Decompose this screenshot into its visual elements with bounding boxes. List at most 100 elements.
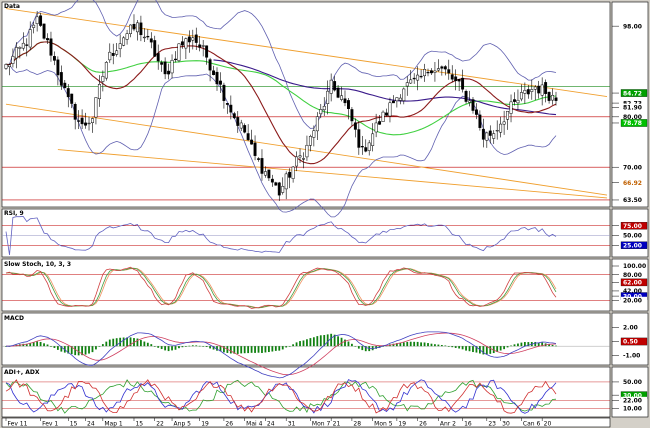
candle-body (537, 85, 541, 94)
adx-ytick-2-bg (621, 396, 647, 405)
candle-body (21, 42, 25, 49)
candle-body (42, 23, 46, 39)
macd-histogram-bar (160, 346, 163, 350)
candle-body (63, 82, 67, 89)
macd-plot (2, 331, 610, 379)
macd-ytick-2-bg (621, 351, 647, 360)
macd-histogram-bar (361, 346, 364, 351)
price-tag-3-bg (621, 113, 647, 121)
macd-panel[interactable]: MACD (1, 312, 649, 366)
candle-body (219, 80, 222, 85)
candle-body (308, 136, 312, 146)
price-plot (2, 0, 610, 218)
moving-average-maroon-line (5, 41, 557, 165)
candle-body (267, 169, 271, 179)
candle-body (149, 38, 153, 43)
bollinger-lower-line (5, 64, 557, 218)
macd-histogram-bar (281, 346, 284, 350)
candle-body (191, 37, 195, 41)
stoch-d-line (5, 267, 557, 309)
candle-body (246, 133, 250, 141)
macd-histogram-bar (326, 334, 329, 347)
macd-histogram-bar (119, 337, 122, 347)
macd-histogram-bar (236, 346, 239, 354)
x-label-1: Fev 1 (42, 421, 58, 428)
candle-body (295, 156, 299, 167)
macd-histogram-bar (91, 346, 94, 353)
macd-histogram-bar (517, 343, 519, 347)
candle-body (14, 47, 18, 59)
candle-body (46, 38, 49, 41)
macd-histogram-bar (492, 346, 495, 354)
macd-histogram-bar (437, 344, 440, 347)
macd-histogram-bar (53, 346, 56, 348)
macd-histogram-bar (548, 344, 550, 347)
macd-histogram-bar (136, 338, 139, 347)
candle-body (461, 77, 465, 90)
macd-histogram-bar (167, 346, 170, 352)
moving-average-green-line (5, 41, 557, 136)
adx-ytick-3: 10.00 (623, 406, 642, 413)
adx-ytick-2: 22.00 (623, 398, 642, 405)
candle-body (347, 100, 350, 109)
macd-histogram-bar (254, 346, 256, 353)
macd-histogram-bar (188, 345, 191, 347)
macd-histogram-bar (302, 340, 305, 347)
macd-histogram-bar (489, 346, 492, 354)
macd-histogram-bar (247, 346, 250, 354)
candle-body (229, 104, 233, 113)
macd-histogram-bar (347, 341, 350, 347)
x-label-24: 20 (544, 421, 552, 428)
candle-body (374, 122, 378, 133)
candle-body (481, 128, 485, 140)
stoch-ytick-0: 100.00 (623, 263, 646, 270)
macd-histogram-bar (482, 346, 485, 355)
candle-body (205, 45, 209, 58)
candle-body (378, 121, 382, 125)
candle-body (232, 113, 236, 119)
x-label-0: Fev 11 (8, 421, 28, 428)
macd-histogram-bar (198, 345, 201, 347)
candle-body (436, 68, 440, 71)
macd-histogram-bar (178, 346, 180, 349)
macd-histogram-bar (292, 344, 295, 347)
price-ytick-2-bg (621, 196, 647, 204)
candle-body (474, 109, 478, 115)
adx-green-line (5, 379, 557, 414)
x-label-2: 15 (70, 421, 78, 428)
macd-histogram-bar (371, 346, 374, 351)
macd-histogram-bar (534, 341, 537, 347)
macd-histogram-bar (337, 336, 339, 347)
macd-histogram-bar (261, 346, 263, 353)
macd-histogram-bar (233, 346, 236, 354)
x-label-9: 26 (225, 421, 233, 428)
candle-body (385, 112, 388, 116)
macd-histogram-bar (101, 344, 104, 347)
price-tag-0: 84.72 (623, 90, 642, 97)
x-label-5: 15 (135, 421, 143, 428)
macd-histogram-bar (264, 346, 267, 353)
stoch-ytick-0-bg (621, 262, 647, 270)
macd-histogram-bar (39, 341, 42, 347)
candle-body (471, 99, 475, 111)
macd-histogram-bar (95, 346, 97, 350)
stochastic-panel[interactable]: Slow Stoch, 10, 3, 3 (1, 258, 649, 312)
candle-body (236, 117, 240, 126)
macd-histogram-bar (181, 346, 184, 348)
candle-body (547, 91, 551, 101)
macd-histogram-bar (115, 338, 118, 347)
candle-body (554, 97, 558, 101)
macd-histogram-bar (323, 335, 326, 347)
macd-histogram-bar (513, 344, 516, 347)
macd-histogram-bar (81, 346, 84, 356)
candle-body (284, 173, 288, 190)
price-tag-5-bg (621, 179, 647, 187)
macd-histogram-bar (202, 346, 205, 347)
candle-body (180, 41, 184, 46)
candle-body (502, 121, 506, 125)
macd-histogram-bar (461, 346, 464, 350)
candle-body (28, 29, 32, 48)
stoch-ytick-5-bg (621, 296, 647, 304)
candle-body (39, 15, 43, 26)
macd-histogram-bar (216, 346, 218, 351)
